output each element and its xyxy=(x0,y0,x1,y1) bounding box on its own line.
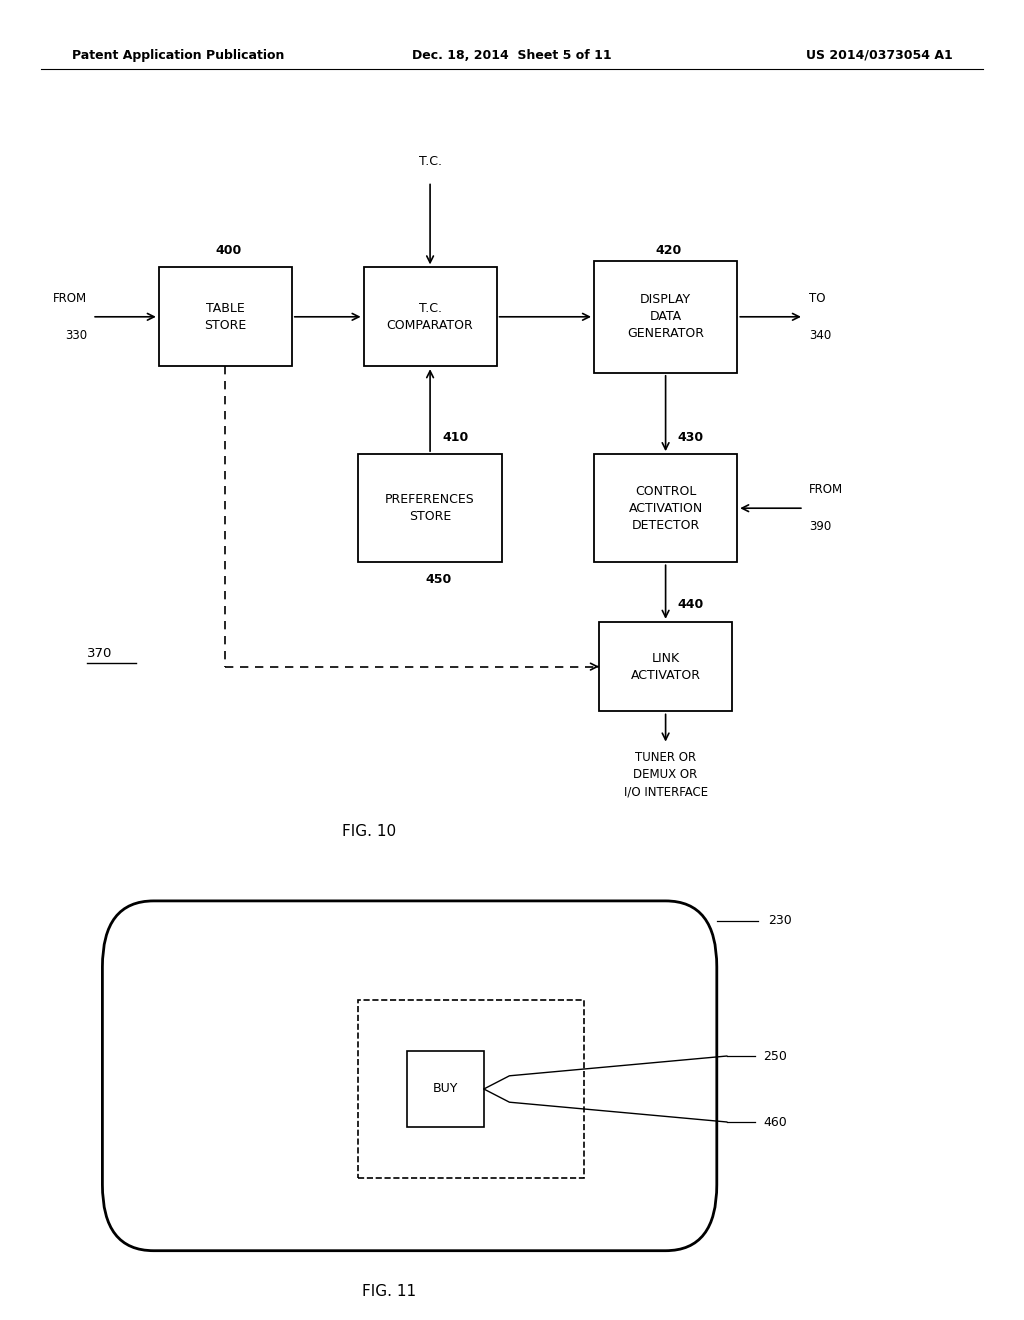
Bar xyxy=(594,261,737,372)
Bar xyxy=(159,267,292,366)
Text: CONTROL
ACTIVATION
DETECTOR: CONTROL ACTIVATION DETECTOR xyxy=(629,484,702,532)
Text: T.C.
COMPARATOR: T.C. COMPARATOR xyxy=(387,302,473,331)
Text: FIG. 11: FIG. 11 xyxy=(362,1283,416,1299)
Text: 390: 390 xyxy=(809,520,831,533)
Text: TO: TO xyxy=(809,292,825,305)
Text: TABLE
STORE: TABLE STORE xyxy=(204,302,247,331)
Bar xyxy=(358,1001,584,1179)
Text: US 2014/0373054 A1: US 2014/0373054 A1 xyxy=(806,49,952,62)
Text: 400: 400 xyxy=(215,244,242,256)
Text: BUY: BUY xyxy=(433,1082,458,1096)
Text: PREFERENCES
STORE: PREFERENCES STORE xyxy=(385,494,475,523)
Text: T.C.: T.C. xyxy=(419,156,441,169)
Text: TUNER OR
DEMUX OR
I/O INTERFACE: TUNER OR DEMUX OR I/O INTERFACE xyxy=(624,751,708,799)
FancyBboxPatch shape xyxy=(102,900,717,1251)
Text: 430: 430 xyxy=(678,430,705,444)
Text: FROM: FROM xyxy=(53,292,87,305)
Text: 410: 410 xyxy=(442,430,469,444)
Text: DISPLAY
DATA
GENERATOR: DISPLAY DATA GENERATOR xyxy=(627,293,705,341)
Text: 440: 440 xyxy=(678,598,705,611)
Text: 340: 340 xyxy=(809,329,831,342)
Text: Dec. 18, 2014  Sheet 5 of 11: Dec. 18, 2014 Sheet 5 of 11 xyxy=(413,49,611,62)
Bar xyxy=(599,622,732,711)
Text: FIG. 10: FIG. 10 xyxy=(342,824,395,838)
Text: 370: 370 xyxy=(87,647,113,660)
Text: Patent Application Publication: Patent Application Publication xyxy=(72,49,284,62)
Bar xyxy=(594,454,737,562)
Bar xyxy=(408,1051,484,1127)
Text: 460: 460 xyxy=(763,1115,786,1129)
Text: 330: 330 xyxy=(65,329,87,342)
Text: 420: 420 xyxy=(655,244,682,256)
Bar xyxy=(364,267,497,366)
Text: 250: 250 xyxy=(763,1049,786,1063)
Text: LINK
ACTIVATOR: LINK ACTIVATOR xyxy=(631,652,700,681)
Text: 230: 230 xyxy=(768,915,792,927)
Text: FROM: FROM xyxy=(809,483,843,496)
Text: 450: 450 xyxy=(425,573,452,586)
Bar xyxy=(358,454,502,562)
